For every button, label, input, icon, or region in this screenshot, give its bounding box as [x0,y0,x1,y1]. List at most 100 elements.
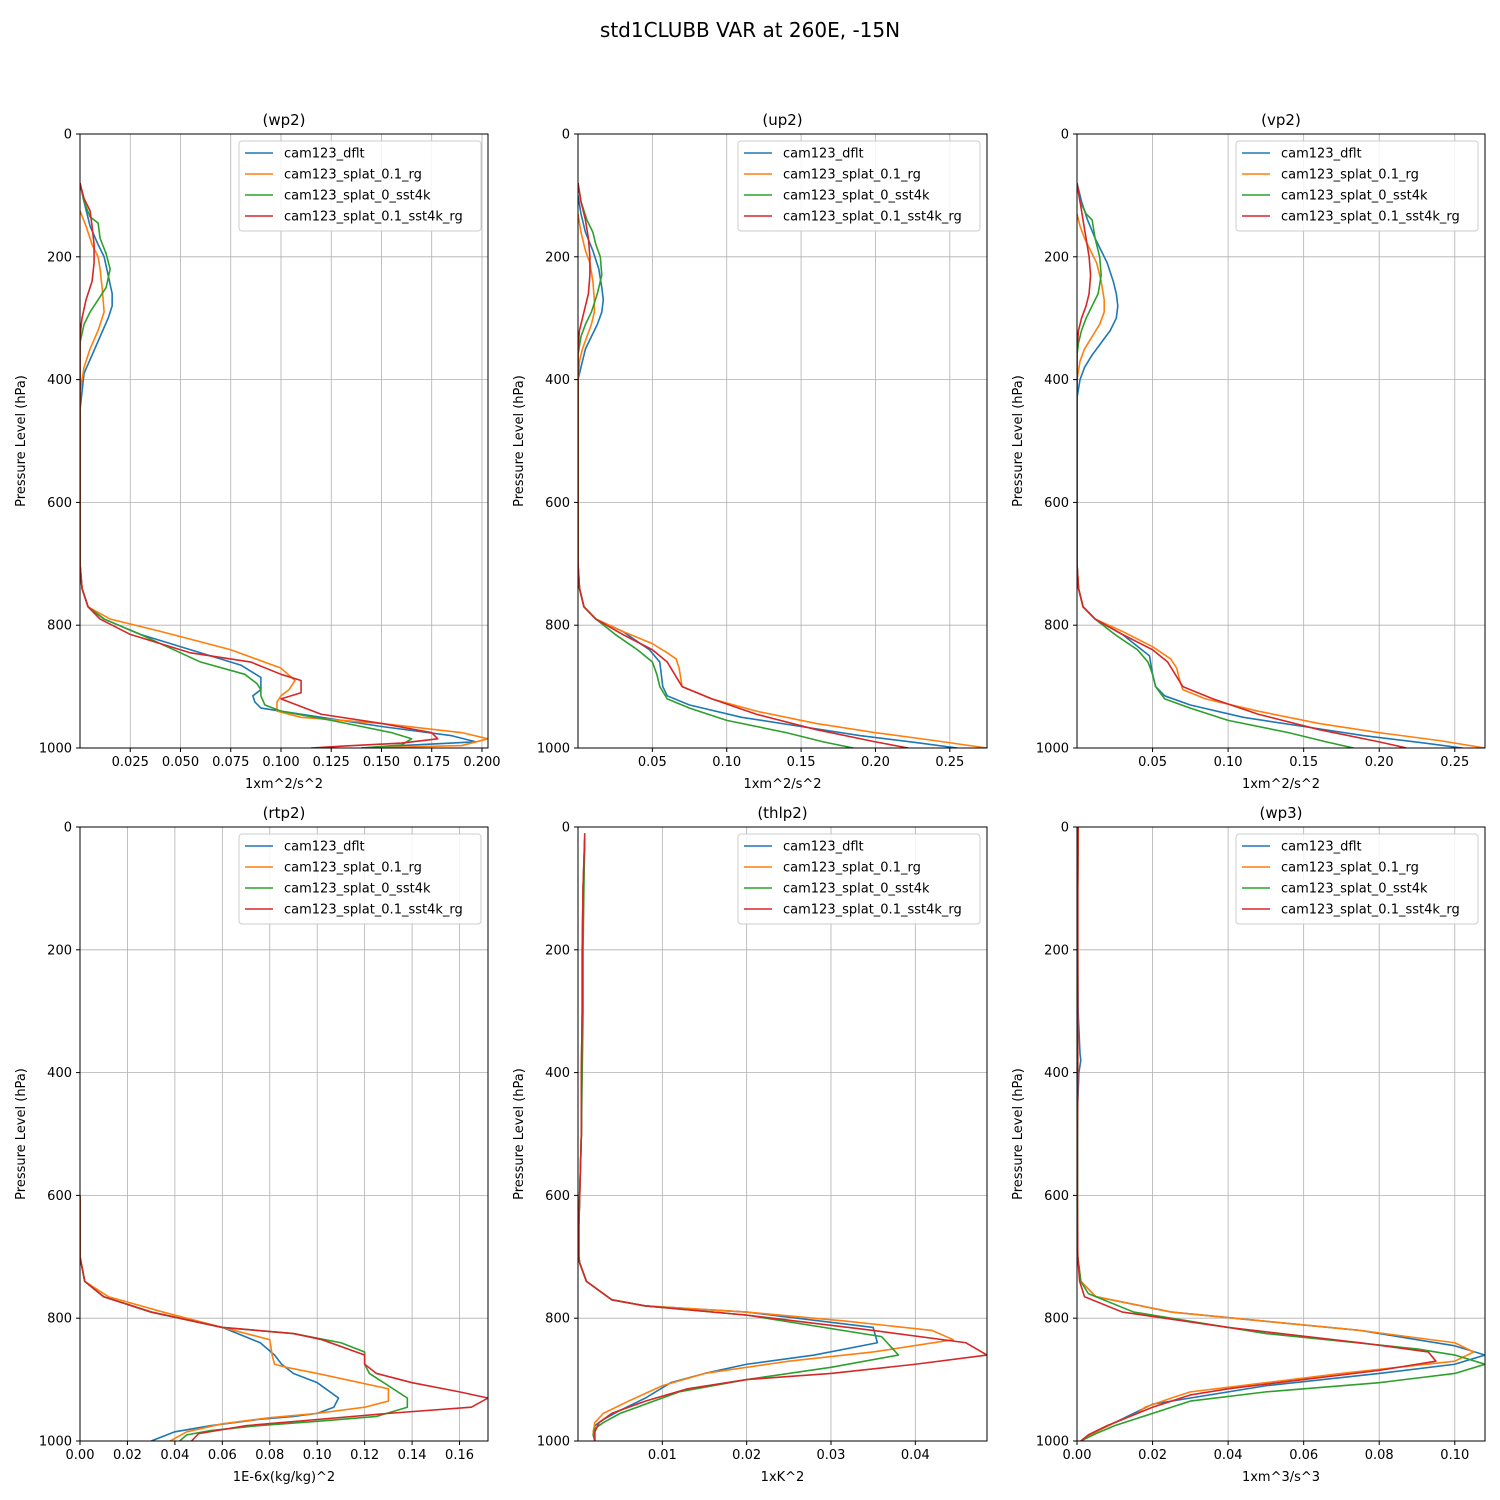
x-axis-label: 1xm^2/s^2 [245,777,323,792]
legend-label: cam123_splat_0.1_rg [1281,168,1419,183]
x-tick-label: 0.10 [1214,755,1243,770]
legend-label: cam123_dflt [1281,840,1362,855]
series-line-cam123_splat_0.1_rg [80,1195,390,1441]
y-tick-label: 0 [64,821,72,836]
x-tick-label: 0.02 [113,1448,142,1463]
legend-box [238,140,482,232]
panel-title: (thlp2) [757,804,807,822]
legend-label: cam123_splat_0_sst4k [783,882,930,897]
y-tick-label: 1000 [537,1435,570,1450]
x-tick-label: 0.00 [1063,1448,1092,1463]
y-tick-label: 400 [1044,373,1069,388]
y-axis-label: Pressure Level (hPa) [512,375,527,507]
series-line-cam123_splat_0.1_sst4k_rg [578,182,909,748]
chart-panel-2: (up2) 0.05 0.10 0.15 0.20 0.25 0 200 400 600 800 10… [512,111,988,792]
x-tick-label: 0.04 [160,1448,189,1463]
legend-label: cam123_splat_0.1_sst4k_rg [783,903,962,918]
y-axis-label: Pressure Level (hPa) [512,1068,527,1200]
y-tick-label: 1000 [537,742,570,757]
series-line-cam123_splat_0.1_sst4k_rg [578,833,987,1441]
y-tick-label: 800 [47,619,72,634]
legend-label: cam123_splat_0.1_sst4k_rg [1281,903,1460,918]
series-line-cam123_splat_0.1_sst4k_rg [1077,827,1437,1441]
legend-label: cam123_splat_0.1_rg [783,861,921,876]
legend-box [1235,833,1479,925]
plot-frame [79,133,489,749]
legend: cam123_dflt cam123_splat_0.1_rg cam123_spl… [238,833,482,925]
y-tick-label: 400 [47,1066,72,1081]
legend: cam123_dflt cam123_splat_0.1_rg cam123_spl… [1235,140,1479,232]
y-tick-label: 200 [545,943,570,958]
legend-box [238,833,482,925]
y-axis-label: Pressure Level (hPa) [14,375,29,507]
y-tick-label: 200 [1044,943,1069,958]
legend-label: cam123_splat_0_sst4k [783,189,930,204]
panel-grid: (wp2)0.025 0.050 0.075 0.100 0.125 0.150 0.175… [14,111,1486,1485]
legend-label: cam123_dflt [1281,147,1362,162]
legend-label: cam123_splat_0_sst4k [284,189,431,204]
x-tick-label: 0.200 [463,755,500,770]
x-tick-label: 0.04 [901,1448,930,1463]
y-tick-label: 200 [1044,250,1069,265]
x-tick-label: 0.02 [732,1448,761,1463]
x-tick-label: 0.25 [935,755,964,770]
x-tick-label: 0.150 [363,755,400,770]
legend-label: cam123_splat_0.1_sst4k_rg [284,210,463,225]
x-tick-label: 0.04 [1214,1448,1243,1463]
x-tick-label: 0.050 [162,755,199,770]
x-axis-label: 1E-6x(kg/kg)^2 [233,1470,335,1485]
x-tick-label: 0.20 [861,755,890,770]
x-tick-label: 0.14 [398,1448,427,1463]
x-axis-label: 1xK^2 [761,1470,805,1485]
x-tick-label: 0.25 [1440,755,1469,770]
legend-box [737,833,981,925]
y-tick-label: 0 [64,128,72,143]
y-axis-label: Pressure Level (hPa) [1011,375,1026,507]
x-tick-label: 0.06 [1289,1448,1318,1463]
y-tick-label: 1000 [1036,742,1069,757]
legend-label: cam123_dflt [783,147,864,162]
x-tick-label: 0.01 [648,1448,677,1463]
y-tick-label: 400 [1044,1066,1069,1081]
x-tick-label: 0.12 [350,1448,379,1463]
plot-frame [79,826,489,1442]
chart-panel-5: (thlp2) 0.01 0.02 0.03 0.04 0 200 400 600 800 1000… [512,804,988,1485]
chart-panel-1: (wp2) 0.025 0.050 0.075 0.100 0.125 0.150 0.175… [14,111,501,792]
y-tick-label: 800 [545,619,570,634]
x-tick-label: 0.15 [787,755,816,770]
y-axis-label: Pressure Level (hPa) [14,1068,29,1200]
x-axis-label: 1xm^2/s^2 [743,777,821,792]
legend-box [737,140,981,232]
y-tick-label: 600 [1044,496,1069,511]
y-tick-label: 1000 [1036,1435,1069,1450]
chart-panel-6: (wp3) 0.00 0.02 0.04 0.06 0.08 0.10 0 200 400 600 8… [1011,804,1486,1485]
x-tick-label: 0.08 [1365,1448,1394,1463]
plot-frame [1076,826,1486,1442]
legend-label: cam123_splat_0.1_rg [284,861,422,876]
legend-label: cam123_splat_0.1_sst4k_rg [284,903,463,918]
panel-title: (wp2) [262,111,305,129]
chart-panel-3: (vp2) 0.05 0.10 0.15 0.20 0.25 0 200 400 600 800 10… [1011,111,1486,792]
x-tick-label: 0.10 [1440,1448,1469,1463]
y-tick-label: 0 [562,821,570,836]
legend-label: cam123_dflt [284,840,365,855]
x-tick-label: 0.20 [1365,755,1394,770]
y-tick-label: 600 [545,1189,570,1204]
x-tick-label: 0.15 [1289,755,1318,770]
y-tick-label: 200 [545,250,570,265]
chart-panel-4: (rtp2) 0.00 0.02 0.04 0.06 0.08 0.10 0.12 0.14 0.… [14,804,489,1485]
plot-frame [1076,133,1486,749]
x-tick-label: 0.03 [817,1448,846,1463]
x-axis-label: 1xm^3/s^3 [1242,1470,1320,1485]
legend-label: cam123_splat_0_sst4k [284,882,431,897]
x-tick-label: 0.06 [208,1448,237,1463]
x-tick-label: 0.075 [212,755,249,770]
x-tick-label: 0.08 [255,1448,284,1463]
legend-box [1235,140,1479,232]
x-tick-label: 0.175 [413,755,450,770]
legend-label: cam123_dflt [783,840,864,855]
series-line-cam123_splat_0.1_sst4k_rg [80,1195,488,1441]
y-tick-label: 800 [47,1312,72,1327]
